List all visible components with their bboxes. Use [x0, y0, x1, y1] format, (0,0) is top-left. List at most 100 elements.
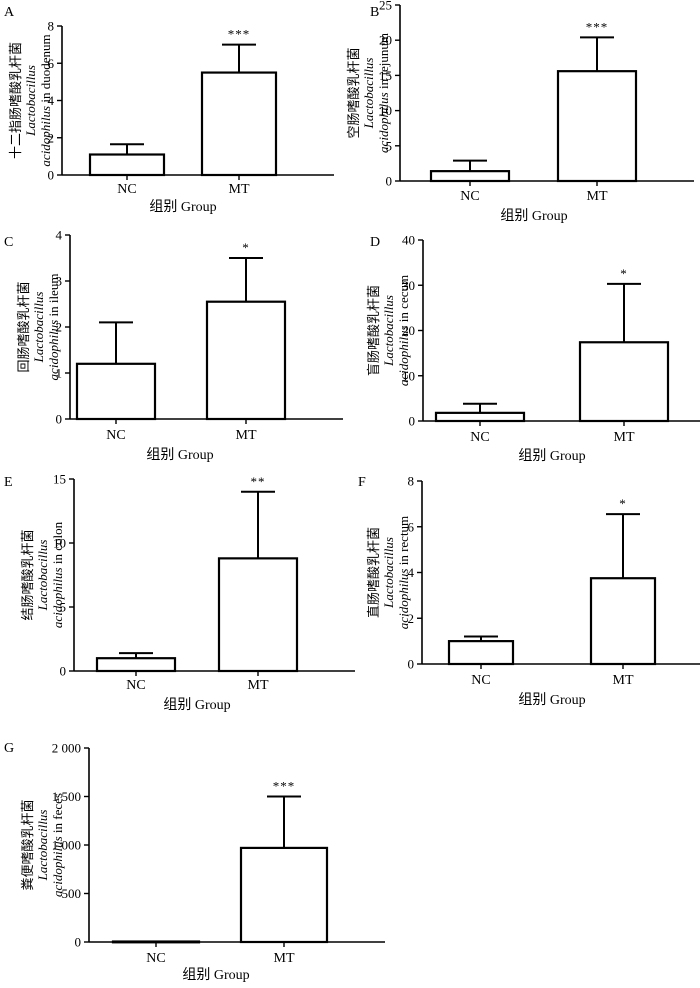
y-axis-title-line3: acidophilus in colon [50, 521, 65, 628]
panel-F: F 0 2 4 6 8 NC MT * 组别 Group 直肠嗜酸乳杆菌 Lactobacillus a… [358, 474, 700, 708]
bar-nc [434, 411, 526, 423]
y-axis-title-site: in ileum [46, 274, 61, 320]
y-tick-label: 0 [48, 168, 55, 183]
x-category-label: MT [236, 428, 257, 443]
x-category-label: MT [613, 673, 634, 688]
panel-D: D 0 10 20 30 40 NC MT * 组别 Group 盲肠嗜酸乳杆菌 Lactobacil… [366, 233, 700, 464]
y-tick-label: 1 500 [52, 789, 81, 804]
bar-nc [88, 153, 166, 177]
y-axis-title: 盲肠嗜酸乳杆菌 Lactobacillus acidophilus in cecum [366, 275, 411, 386]
y-tick-label: 1 [56, 366, 63, 381]
bar-nc [429, 170, 511, 183]
x-category-label: NC [146, 951, 165, 966]
panel-letter-B: B [370, 5, 379, 20]
y-tick-label: 6 [408, 519, 415, 534]
panel-letter-C: C [4, 235, 13, 250]
panel-letter-A: A [4, 5, 15, 20]
panel-letter-D: D [370, 235, 380, 250]
bar-mt [589, 577, 657, 666]
y-axis-title: 粪便嗜酸乳杆菌 Lactobacillus acidophilus in feces [20, 793, 65, 897]
panel-A: A 0 2 4 6 8 NC MT *** 组别 Group 十二指肠嗜酸乳杆菌 Lactobacil… [4, 5, 334, 215]
y-tick-label: 4 [56, 228, 63, 243]
y-tick-label: 5 [60, 600, 67, 615]
y-tick-label: 4 [48, 93, 55, 108]
y-tick-label: 25 [379, 0, 392, 13]
significance-label: * [619, 496, 627, 511]
bar-mt [217, 557, 299, 673]
x-category-label: NC [460, 189, 479, 204]
y-axis-title: 结肠嗜酸乳杆菌 Lactobacillus acidophilus in colon [20, 521, 65, 628]
y-axis-title-line1: 盲肠嗜酸乳杆菌 [366, 285, 381, 376]
x-axis-title: 组别 Group [500, 208, 567, 224]
y-axis-title-line1: 结肠嗜酸乳杆菌 [20, 529, 35, 620]
significance-label: * [620, 266, 628, 281]
y-tick-label: 1 000 [52, 838, 81, 853]
x-category-label: NC [471, 673, 490, 688]
y-axis-title-line3: acidophilus in duodenum [38, 34, 53, 166]
significance-label: *** [273, 779, 296, 794]
y-axis-title: 直肠嗜酸乳杆菌 Lactobacillus acidophilus in rectu… [366, 516, 411, 629]
y-axis-title-species: acidophilus [376, 92, 391, 153]
y-axis-title-line3: acidophilus in ileum [46, 274, 61, 381]
y-tick-label: 0 [75, 935, 82, 950]
y-axis-title-site: in cecum [396, 275, 411, 326]
y-tick-label: 2 [48, 130, 55, 145]
x-axis-title: 组别 Group [146, 447, 213, 463]
y-tick-label: 0 [386, 174, 393, 189]
y-axis-title: 回肠嗜酸乳杆菌 Lactobacillus acidophilus in ileum [16, 274, 61, 381]
y-tick-label: 10 [379, 103, 392, 118]
y-tick-label: 0 [408, 657, 415, 672]
x-axis-title: 组别 Group [518, 448, 585, 464]
y-axis-title-species: acidophilus [38, 106, 53, 167]
y-axis-title-line1: 空肠嗜酸乳杆菌 [346, 47, 361, 138]
significance-label: *** [586, 19, 609, 34]
y-tick-label: 15 [53, 472, 66, 487]
bar-mt [239, 846, 329, 944]
bar-nc [95, 657, 177, 673]
y-axis-title-line2: Lactobacillus [31, 292, 46, 364]
y-tick-label: 10 [402, 368, 415, 383]
y-axis-title-site: in feces [50, 793, 65, 836]
y-axis-title-site: in colon [50, 521, 65, 567]
x-category-label: MT [274, 951, 295, 966]
y-tick-label: 8 [48, 19, 55, 34]
y-axis-title-species: acidophilus [50, 836, 65, 897]
y-tick-label: 2 [56, 320, 63, 335]
panel-letter-F: F [358, 475, 366, 490]
significance-label: * [242, 240, 250, 255]
y-axis-title: 空肠嗜酸乳杆菌 Lactobacillus acidophilus in jejun… [346, 33, 391, 153]
y-axis-title-species: acidophilus [396, 569, 411, 630]
y-axis-title-line1: 回肠嗜酸乳杆菌 [16, 281, 31, 372]
y-tick-label: 30 [402, 278, 415, 293]
significance-label: ** [251, 474, 266, 489]
y-tick-label: 2 [408, 611, 415, 626]
y-axis-title-site: in rectum [396, 516, 411, 569]
y-axis-title-line2: Lactobacillus [381, 537, 396, 609]
panel-B: B 0 5 10 15 20 25 NC MT *** 组别 Group 空肠嗜酸乳杆菌 Lactoba… [346, 0, 694, 224]
bar-mt [578, 341, 670, 423]
y-tick-label: 20 [402, 323, 415, 338]
y-axis-title-line1: 直肠嗜酸乳杆菌 [366, 527, 381, 618]
y-tick-label: 3 [56, 274, 63, 289]
y-axis-title-line3: acidophilus in feces [50, 793, 65, 897]
y-tick-label: 20 [379, 33, 392, 48]
panel-letter-G: G [4, 741, 14, 756]
y-axis-title-line1: 十二指肠嗜酸乳杆菌 [8, 42, 23, 159]
x-category-label: MT [614, 430, 635, 445]
panel-letter-E: E [4, 475, 13, 490]
x-category-label: MT [248, 678, 269, 693]
x-axis-title: 组别 Group [163, 697, 230, 713]
y-tick-label: 10 [53, 536, 66, 551]
x-axis-title: 组别 Group [182, 967, 249, 983]
significance-label: *** [228, 27, 251, 42]
y-tick-label: 500 [62, 886, 82, 901]
bar-mt [556, 70, 638, 183]
y-tick-label: 5 [386, 138, 393, 153]
x-category-label: MT [587, 189, 608, 204]
y-axis-title-line2: Lactobacillus [23, 65, 38, 137]
y-tick-label: 8 [408, 474, 415, 489]
y-axis-title-line1: 粪便嗜酸乳杆菌 [20, 799, 35, 890]
